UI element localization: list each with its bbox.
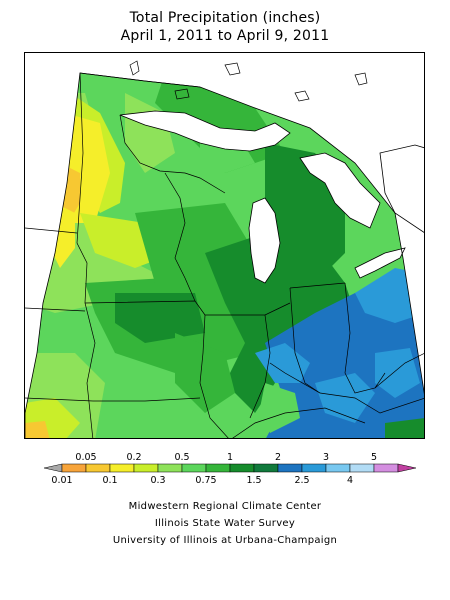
legend-bar: 0.05 0.2 0.5 1 2 3 5 0.01 0.1 0.3 0.75 1.5 2.5 4	[43, 452, 417, 486]
legend-top-label: 2	[275, 452, 281, 463]
legend-swatch-low	[43, 463, 63, 473]
credit-isws: Illinois State Water Survey	[154, 518, 296, 529]
legend-top-label: 0.5	[174, 452, 189, 463]
legend-bottom-label: 0.01	[51, 475, 72, 486]
legend-swatch	[229, 463, 255, 473]
legend-top-label: 5	[371, 452, 377, 463]
legend-bottom-label: 2.5	[294, 475, 309, 486]
map-date-range: April 1, 2011 to April 9, 2011	[120, 28, 330, 44]
legend-swatch	[301, 463, 327, 473]
legend-swatch	[349, 463, 375, 473]
legend-bottom-label: 0.3	[150, 475, 165, 486]
legend-swatch	[325, 463, 351, 473]
legend-bottom-label: 0.1	[102, 475, 117, 486]
northern-lakes	[129, 60, 368, 102]
lake-huron	[299, 152, 381, 229]
lake-erie	[354, 247, 406, 279]
lake-superior	[119, 110, 291, 152]
precipitation-legend: 0.05 0.2 0.5 1 2 3 5 0.01 0.1 0.3 0.75 1.5 2.5 4	[40, 448, 420, 498]
legend-swatch	[181, 463, 207, 473]
legend-swatch	[373, 463, 399, 473]
legend-swatch	[157, 463, 183, 473]
legend-top-label: 0.2	[126, 452, 141, 463]
legend-swatch	[205, 463, 231, 473]
legend-top-label: 3	[323, 452, 329, 463]
map-title: Total Precipitation (inches)	[129, 10, 321, 26]
map-canvas	[25, 60, 424, 438]
legend-swatch	[109, 463, 135, 473]
region-outline	[25, 72, 424, 438]
precipitation-map	[24, 52, 425, 439]
precipitation-fill	[25, 73, 424, 438]
legend-swatch-high	[397, 463, 417, 473]
legend-swatch	[61, 463, 87, 473]
credit-uiuc: University of Illinois at Urbana-Champai…	[112, 535, 338, 546]
legend-bottom-labels: 0.01 0.1 0.3 0.75 1.5 2.5 4	[51, 475, 353, 486]
legend-swatches	[43, 463, 417, 473]
legend-bottom-label: 1.5	[246, 475, 261, 486]
lake-michigan	[248, 197, 281, 284]
canada-east-white	[379, 144, 424, 233]
legend-bottom-label: 4	[347, 475, 353, 486]
legend-top-labels: 0.05 0.2 0.5 1 2 3 5	[75, 452, 377, 463]
legend-swatch	[85, 463, 111, 473]
legend-bottom-label: 0.75	[195, 475, 216, 486]
legend-top-label: 1	[227, 452, 233, 463]
credit-mrcc: Midwestern Regional Climate Center	[128, 501, 322, 512]
legend-swatch	[253, 463, 279, 473]
legend-swatch	[133, 463, 159, 473]
legend-top-label: 0.05	[75, 452, 96, 463]
legend-swatch	[277, 463, 303, 473]
